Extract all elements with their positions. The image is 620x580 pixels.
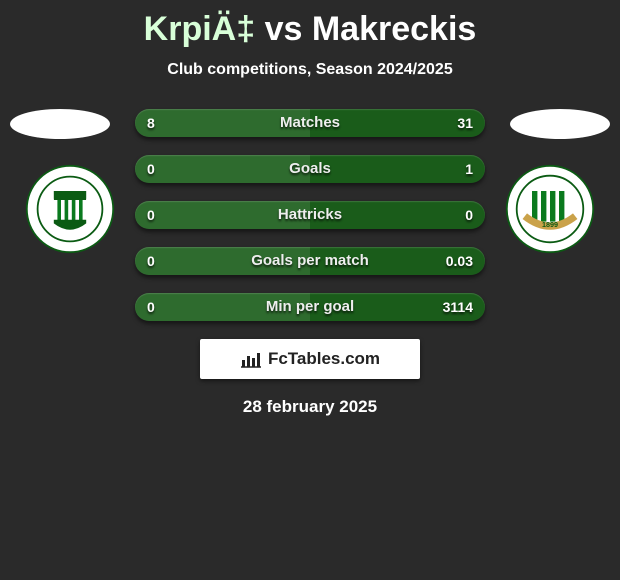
badge-year: 1899 [542, 220, 558, 229]
stat-right-value: 0.03 [446, 247, 473, 275]
stat-label: Goals per match [135, 247, 485, 275]
stat-right-value: 3114 [443, 293, 473, 321]
stat-row: 8Matches31 [135, 109, 485, 137]
stat-row: 0Hattricks0 [135, 201, 485, 229]
stat-row: 0Goals per match0.03 [135, 247, 485, 275]
stat-label: Hattricks [135, 201, 485, 229]
chart-icon [240, 352, 262, 368]
stat-label: Goals [135, 155, 485, 183]
stat-right-value: 1 [465, 155, 473, 183]
comparison-title: KrpiÄ‡ vs Makreckis [0, 0, 620, 49]
vs-text: vs [265, 10, 303, 48]
stat-right-value: 31 [457, 109, 473, 137]
comparison-content: 1899 8Matches310Goals10Hattricks00Goals … [0, 109, 620, 417]
branding-text: FcTables.com [268, 349, 380, 368]
stat-row: 0Min per goal3114 [135, 293, 485, 321]
player2-avatar-placeholder [510, 109, 610, 139]
stat-label: Matches [135, 109, 485, 137]
date-text: 28 february 2025 [0, 397, 620, 417]
club-badge-left [25, 164, 115, 254]
player1-name: KrpiÄ‡ [144, 10, 255, 48]
stat-rows: 8Matches310Goals10Hattricks00Goals per m… [135, 109, 485, 321]
subtitle: Club competitions, Season 2024/2025 [0, 61, 620, 79]
stat-right-value: 0 [465, 201, 473, 229]
stat-label: Min per goal [135, 293, 485, 321]
player1-avatar-placeholder [10, 109, 110, 139]
branding-box[interactable]: FcTables.com [200, 339, 420, 379]
club-badge-right: 1899 [505, 164, 595, 254]
stat-row: 0Goals1 [135, 155, 485, 183]
player2-name: Makreckis [312, 10, 476, 48]
